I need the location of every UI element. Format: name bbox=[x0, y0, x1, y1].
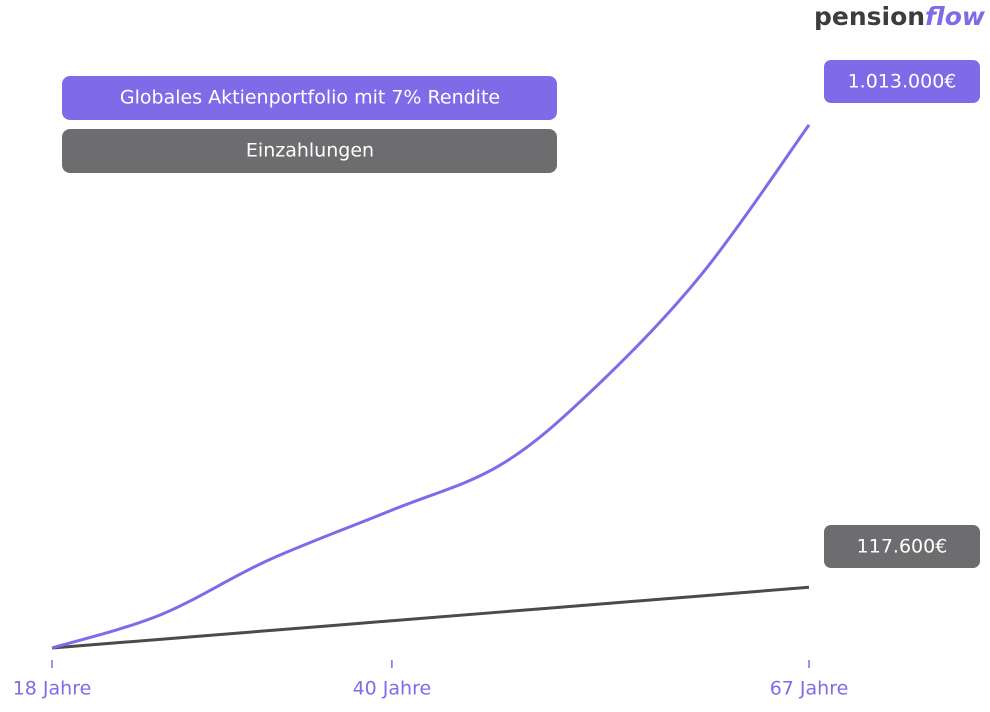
x-tick-label: 40 Jahre bbox=[353, 678, 432, 700]
series-line bbox=[51, 585, 810, 650]
x-tick-label: 67 Jahre bbox=[770, 678, 849, 700]
value-label-box bbox=[824, 60, 980, 103]
logo: pensionflow bbox=[814, 2, 986, 31]
legend-box bbox=[62, 129, 557, 173]
legend-label: Einzahlungen bbox=[246, 140, 374, 162]
logo-part: flow bbox=[925, 2, 986, 31]
x-tick-label: 18 Jahre bbox=[13, 678, 92, 700]
logo-part: pension bbox=[814, 2, 925, 31]
legend-box bbox=[62, 76, 557, 120]
legend-label: Globales Aktienportfolio mit 7% Rendite bbox=[120, 87, 500, 109]
value-label: 117.600€ bbox=[857, 536, 948, 558]
value-label: 1.013.000€ bbox=[848, 71, 957, 93]
series-line bbox=[51, 124, 811, 650]
value-label-box bbox=[824, 525, 980, 568]
